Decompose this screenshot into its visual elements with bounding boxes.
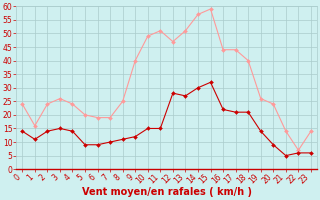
X-axis label: Vent moyen/en rafales ( km/h ): Vent moyen/en rafales ( km/h ) [82,187,252,197]
